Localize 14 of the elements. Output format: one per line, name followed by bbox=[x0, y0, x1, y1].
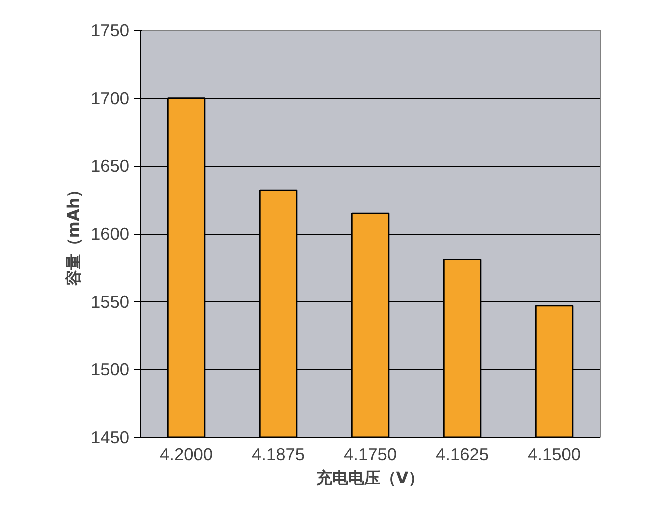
y-axis-title: 容量（mAh） bbox=[64, 182, 83, 288]
y-tick-label: 1750 bbox=[90, 20, 130, 40]
x-tick-label: 4.2000 bbox=[160, 444, 213, 464]
y-tick-label: 1600 bbox=[90, 224, 130, 244]
y-tick-label: 1650 bbox=[90, 156, 130, 176]
y-tick-label: 1450 bbox=[90, 428, 130, 448]
x-axis-title: 充电电压（V） bbox=[315, 468, 425, 488]
x-tick-label: 4.1750 bbox=[344, 444, 397, 464]
y-tick-label: 1500 bbox=[90, 360, 130, 380]
y-tick-label: 1700 bbox=[90, 88, 130, 108]
x-tick-label: 4.1500 bbox=[528, 444, 581, 464]
x-tick-label: 4.1625 bbox=[436, 444, 489, 464]
y-tick-label: 1550 bbox=[90, 292, 130, 312]
x-tick-label: 4.1875 bbox=[252, 444, 305, 464]
